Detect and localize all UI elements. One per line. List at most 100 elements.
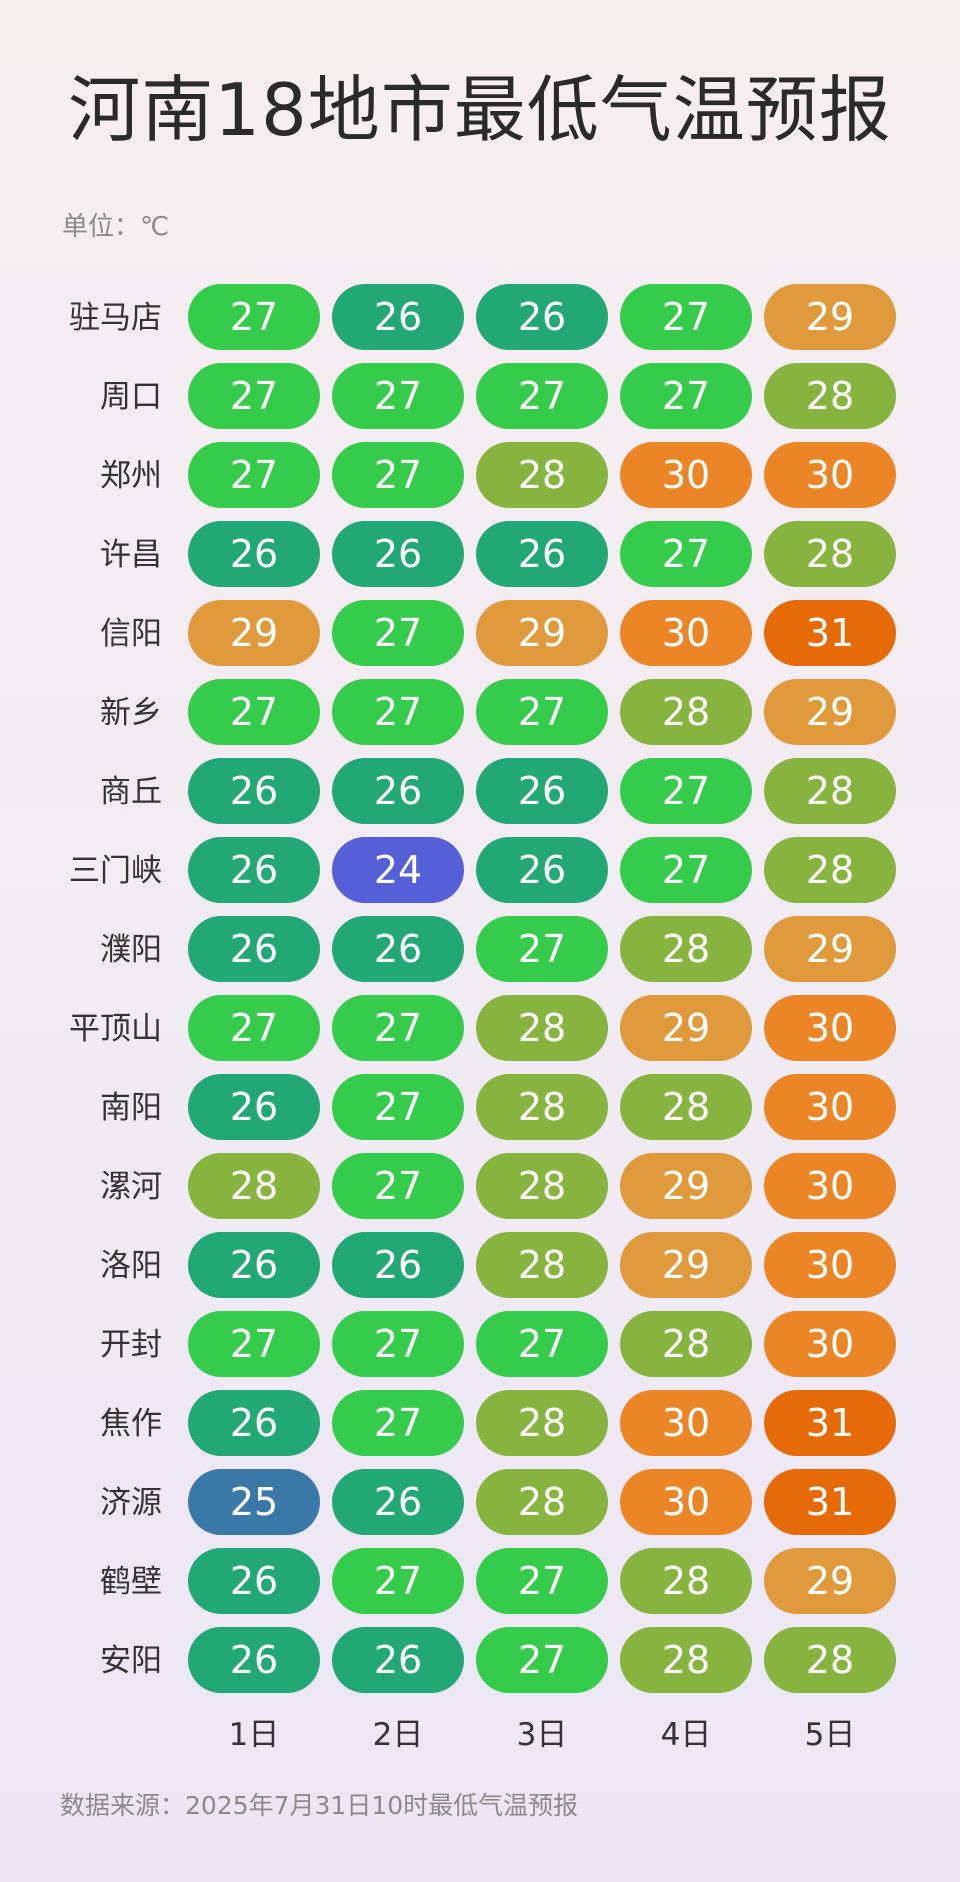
heat-cell [764, 1153, 896, 1219]
heat-cell [188, 521, 320, 587]
heat-cell [620, 1390, 752, 1456]
heat-cell [332, 1232, 464, 1298]
cell-value: 30 [806, 1006, 854, 1050]
column-label: 3日 [517, 1717, 568, 1753]
cell-value: 29 [662, 1006, 710, 1050]
heat-cell [620, 837, 752, 903]
cell-value: 31 [806, 1401, 854, 1445]
cell-value: 27 [518, 374, 566, 418]
cell-value: 30 [806, 453, 854, 497]
cell-value: 28 [518, 1085, 566, 1129]
cell-value: 28 [518, 1164, 566, 1208]
cell-value: 29 [806, 295, 854, 339]
cell-value: 29 [518, 611, 566, 655]
cell-value: 30 [662, 1401, 710, 1445]
row-label: 鹤壁 [100, 1564, 162, 1600]
cell-value: 25 [230, 1480, 278, 1524]
heat-cell [620, 442, 752, 508]
cell-value: 26 [518, 295, 566, 339]
heat-cell [764, 521, 896, 587]
cell-value: 27 [374, 374, 422, 418]
heat-cell [188, 679, 320, 745]
cell-value: 27 [518, 1322, 566, 1366]
cell-value: 29 [662, 1164, 710, 1208]
cell-value: 27 [230, 453, 278, 497]
heat-cell [764, 995, 896, 1061]
source-note: 数据来源：2025年7月31日10时最低气温预报 [60, 1791, 579, 1820]
row-label: 商丘 [100, 774, 162, 810]
row-label: 新乡 [100, 695, 162, 731]
row-label: 许昌 [100, 537, 162, 573]
heat-cell [188, 916, 320, 982]
heat-cell [764, 1074, 896, 1140]
column-label: 1日 [229, 1717, 280, 1753]
cell-value: 27 [518, 1559, 566, 1603]
cell-value: 28 [806, 848, 854, 892]
cell-value: 24 [374, 848, 422, 892]
cell-value: 30 [662, 611, 710, 655]
cell-value: 26 [230, 1638, 278, 1682]
heat-cell [764, 1232, 896, 1298]
heat-cell [188, 284, 320, 350]
heat-cell [188, 1153, 320, 1219]
row-label: 信阳 [100, 616, 162, 652]
row-label: 郑州 [100, 458, 162, 494]
heat-cell [188, 1232, 320, 1298]
cell-value: 27 [374, 1401, 422, 1445]
cell-value: 30 [806, 1164, 854, 1208]
cell-value: 27 [518, 690, 566, 734]
row-label: 濮阳 [100, 932, 162, 968]
cell-value: 26 [518, 769, 566, 813]
cell-value: 28 [806, 1638, 854, 1682]
heat-cell [476, 600, 608, 666]
heat-cell [188, 442, 320, 508]
heat-cell [764, 758, 896, 824]
heat-cell [620, 1548, 752, 1614]
heat-cell [620, 1232, 752, 1298]
cell-value: 28 [662, 1559, 710, 1603]
heat-cell [764, 1627, 896, 1693]
heat-cell [620, 1469, 752, 1535]
heat-cell [188, 1074, 320, 1140]
cell-value: 28 [662, 927, 710, 971]
cell-value: 27 [662, 848, 710, 892]
heat-cell [764, 837, 896, 903]
cell-value: 28 [518, 1480, 566, 1524]
heat-cell [188, 363, 320, 429]
cell-value: 29 [806, 1559, 854, 1603]
cell-value: 27 [662, 295, 710, 339]
heat-cell [476, 1548, 608, 1614]
heat-cell [332, 1627, 464, 1693]
heat-cell [620, 1153, 752, 1219]
heat-cell [332, 1153, 464, 1219]
heat-cell [476, 1390, 608, 1456]
heat-cell [620, 521, 752, 587]
cell-value: 27 [374, 1559, 422, 1603]
heat-cell [620, 1074, 752, 1140]
heat-cell [332, 1548, 464, 1614]
cell-value: 29 [230, 611, 278, 655]
column-label: 5日 [805, 1717, 856, 1753]
heat-cell [332, 679, 464, 745]
heat-cell [332, 284, 464, 350]
row-label: 焦作 [100, 1406, 162, 1442]
cell-value: 27 [374, 611, 422, 655]
heat-cell [476, 758, 608, 824]
cell-value: 26 [230, 1085, 278, 1129]
row-label: 平顶山 [69, 1011, 162, 1047]
heat-cell [764, 1548, 896, 1614]
heat-cell [620, 600, 752, 666]
row-label: 南阳 [100, 1090, 162, 1126]
cell-value: 27 [374, 1322, 422, 1366]
heat-cell [764, 1311, 896, 1377]
cell-value: 28 [518, 1006, 566, 1050]
heat-cell [764, 363, 896, 429]
cell-value: 28 [230, 1164, 278, 1208]
cell-value: 28 [662, 1638, 710, 1682]
heat-cell [332, 600, 464, 666]
heat-cell [764, 442, 896, 508]
heat-cell [476, 1627, 608, 1693]
heat-cell [188, 995, 320, 1061]
heat-cell [332, 837, 464, 903]
